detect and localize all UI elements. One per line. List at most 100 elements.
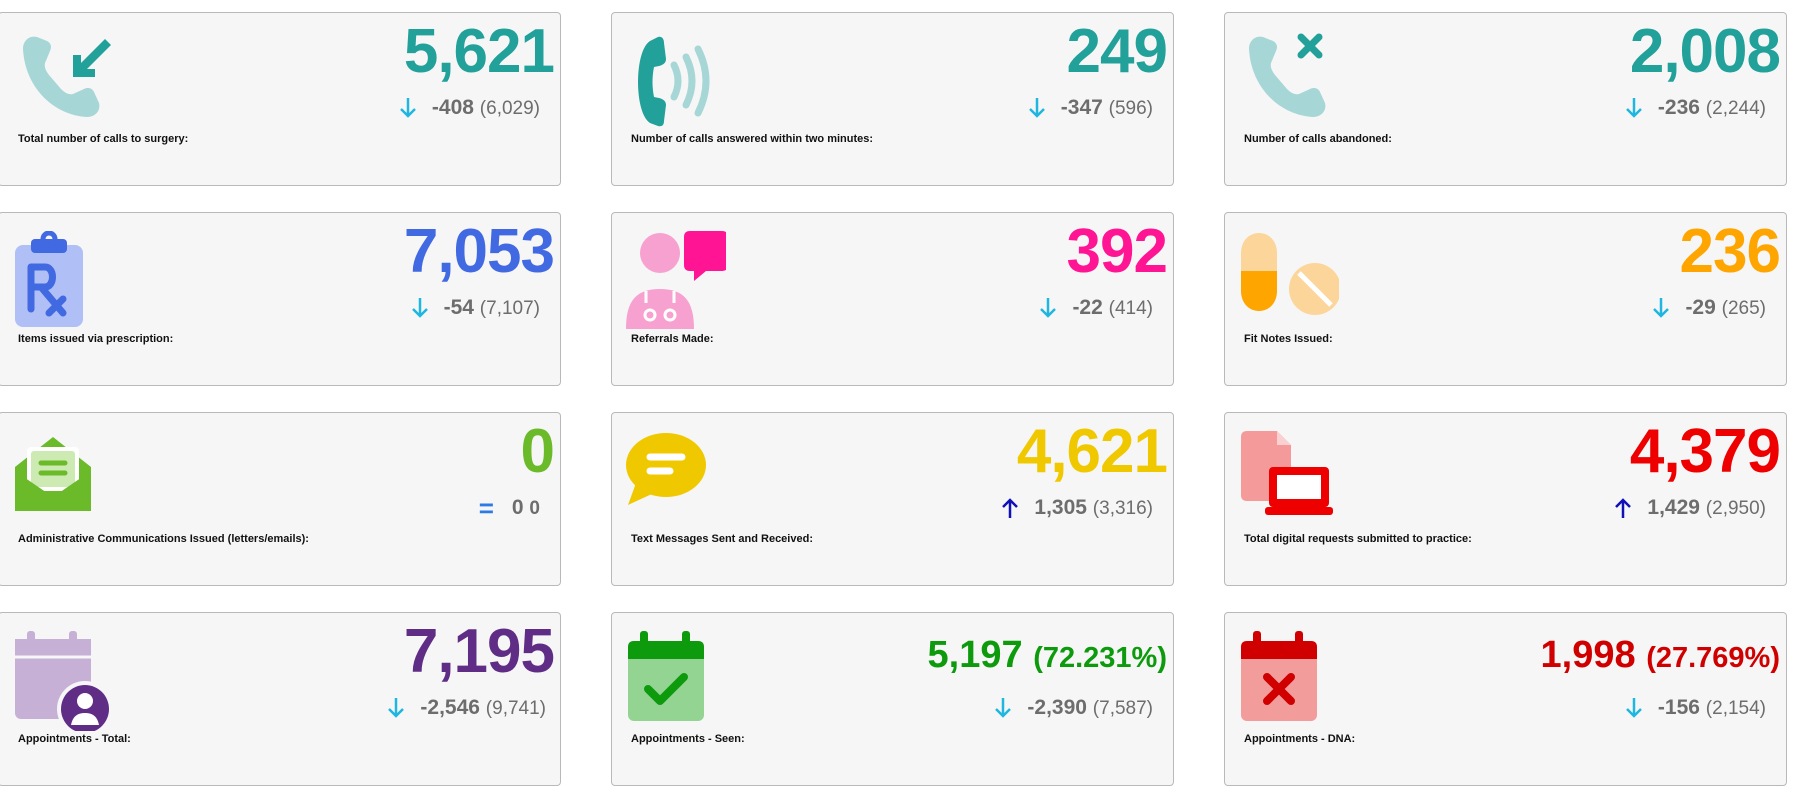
metric-value: 2,008 — [1629, 17, 1781, 86]
calendar-check-icon — [628, 631, 704, 721]
incoming-call-icon — [23, 35, 111, 118]
value-number: 5,197 — [927, 634, 1023, 676]
previous-value: (7,587) — [1092, 698, 1153, 719]
metric-change: -236 (2,244) — [1624, 95, 1766, 122]
previous-value: (2,244) — [1705, 98, 1766, 119]
metric-value: 1,998 (27.769%) — [1541, 633, 1780, 680]
previous-value: (3,316) — [1092, 498, 1153, 519]
metric-change: -347 (596) — [1027, 95, 1153, 122]
metric-value: 4,621 — [1016, 417, 1168, 486]
card-calls-abandoned: 2,008 -236 (2,244) Number of calls aband… — [1224, 12, 1787, 186]
change-value: 0 — [511, 496, 524, 519]
arrow-down-icon — [400, 98, 416, 119]
metric-change: = 0 0 — [479, 495, 540, 522]
metric-label: Administrative Communications Issued (le… — [18, 533, 309, 545]
change-value: -347 — [1060, 96, 1103, 119]
metric-value: 236 — [1679, 217, 1781, 286]
previous-value: (7,107) — [479, 298, 540, 319]
change-value: -29 — [1685, 296, 1716, 319]
metric-value: 0 — [520, 417, 555, 486]
open-envelope-icon — [15, 437, 91, 511]
metric-value: 7,053 — [403, 217, 555, 286]
metric-change: -408 (6,029) — [398, 95, 540, 122]
metric-label: Text Messages Sent and Received: — [631, 533, 813, 545]
metric-label: Items issued via prescription: — [18, 333, 174, 345]
metric-value: 4,379 — [1629, 417, 1781, 486]
previous-value: (6,029) — [479, 98, 540, 119]
metric-change: 1,429 (2,950) — [1613, 495, 1766, 522]
card-digital-requests: 4,379 1,429 (2,950) Total digital reques… — [1224, 412, 1787, 586]
arrow-down-icon — [1040, 298, 1057, 319]
prescription-clipboard-icon — [15, 231, 83, 327]
metric-value: 392 — [1066, 217, 1168, 286]
card-referrals: 392 -22 (414) Referrals Made: — [611, 212, 1174, 386]
previous-value: (265) — [1721, 298, 1766, 319]
calendar-cross-icon — [1241, 631, 1317, 721]
metric-change: 1,305 (3,316) — [1000, 495, 1153, 522]
metric-label: Appointments - DNA: — [1244, 733, 1356, 745]
value-number: 1,998 — [1540, 634, 1636, 676]
digital-request-icon — [1241, 431, 1333, 515]
arrow-down-icon — [1653, 298, 1670, 319]
previous-value: (414) — [1108, 298, 1153, 319]
metric-change: -29 (265) — [1651, 295, 1766, 322]
metric-change: -54 (7,107) — [410, 295, 540, 322]
change-value: 1,305 — [1034, 496, 1087, 519]
change-value: -54 — [443, 296, 474, 319]
previous-value: (9,741) — [485, 698, 546, 719]
value-percent: (27.769%) — [1646, 642, 1780, 674]
metric-label: Referrals Made: — [631, 333, 714, 345]
card-fit-notes: 236 -29 (265) Fit Notes Issued: — [1224, 212, 1787, 386]
previous-value: (2,950) — [1705, 498, 1766, 519]
card-appointments-dna: 1,998 (27.769%) -156 (2,154) Appointment… — [1224, 612, 1787, 786]
arrow-up-icon — [1615, 498, 1632, 519]
arrow-down-icon — [388, 698, 405, 719]
arrow-up-icon — [1002, 498, 1019, 519]
metric-label: Appointments - Total: — [18, 733, 131, 745]
change-value: -2,546 — [420, 696, 480, 719]
metric-change: -2,390 (7,587) — [993, 695, 1153, 722]
equal-icon: = — [478, 493, 494, 524]
arrow-down-icon — [995, 698, 1012, 719]
metric-label: Fit Notes Issued: — [1244, 333, 1333, 345]
pills-icon — [1241, 233, 1339, 315]
arrow-down-icon — [1626, 98, 1642, 119]
doctor-chat-icon — [626, 231, 726, 329]
card-appointments-total: 7,195 -2,546 (9,741) Appointments - Tota… — [0, 612, 561, 786]
missed-call-icon — [1249, 33, 1326, 118]
speech-bubble-icon — [626, 433, 706, 505]
change-value: 1,429 — [1647, 496, 1700, 519]
metric-label: Number of calls abandoned: — [1244, 133, 1392, 145]
card-calls-answered: 249 -347 (596) Number of calls answered … — [611, 12, 1174, 186]
metric-change: -22 (414) — [1038, 295, 1153, 322]
change-value: -156 — [1657, 696, 1700, 719]
calendar-user-icon — [15, 631, 113, 731]
metric-value: 5,621 — [403, 17, 555, 86]
metric-label: Appointments - Seen: — [631, 733, 745, 745]
metric-label: Total number of calls to surgery: — [18, 133, 189, 145]
previous-value: (596) — [1108, 98, 1153, 119]
change-value: -408 — [431, 96, 474, 119]
ringing-phone-icon — [638, 36, 710, 127]
card-appointments-seen: 5,197 (72.231%) -2,390 (7,587) Appointme… — [611, 612, 1174, 786]
metric-label: Number of calls answered within two minu… — [631, 133, 874, 145]
metric-change: -156 (2,154) — [1624, 695, 1766, 722]
arrow-down-icon — [1028, 98, 1045, 119]
change-value: -236 — [1657, 96, 1700, 119]
change-value: -2,390 — [1027, 696, 1087, 719]
change-value: -22 — [1072, 296, 1103, 319]
card-admin-communications: 0 = 0 0 Administrative Communications Iss… — [0, 412, 561, 586]
metric-label: Total digital requests submitted to prac… — [1244, 533, 1472, 545]
previous-value: (2,154) — [1705, 698, 1766, 719]
previous-value: 0 — [529, 498, 540, 519]
metric-value: 5,197 (72.231%) — [928, 633, 1167, 680]
metric-value: 249 — [1066, 17, 1168, 86]
arrow-down-icon — [411, 298, 428, 319]
metric-change: -2,546 (9,741) — [386, 695, 546, 722]
metric-value: 7,195 — [403, 617, 555, 686]
arrow-down-icon — [1626, 698, 1642, 719]
card-total-calls: 5,621 -408 (6,029) Total number of calls… — [0, 12, 561, 186]
value-percent: (72.231%) — [1033, 642, 1167, 674]
card-prescription-items: 7,053 -54 (7,107) Items issued via presc… — [0, 212, 561, 386]
card-text-messages: 4,621 1,305 (3,316) Text Messages Sent a… — [611, 412, 1174, 586]
